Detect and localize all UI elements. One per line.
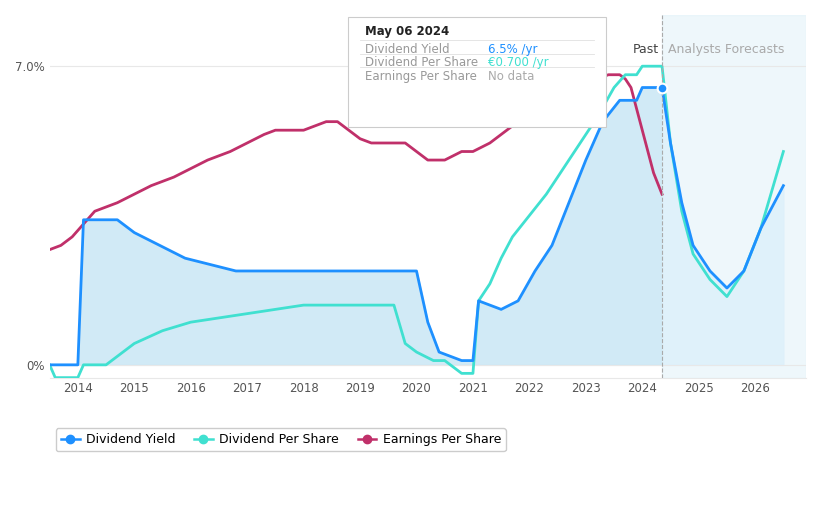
Text: May 06 2024: May 06 2024 <box>365 25 449 38</box>
Text: Earnings Per Share: Earnings Per Share <box>365 70 477 83</box>
Text: 6.5% /yr: 6.5% /yr <box>488 43 538 56</box>
FancyBboxPatch shape <box>348 17 606 128</box>
Text: Dividend Yield: Dividend Yield <box>365 43 450 56</box>
Text: Dividend Per Share: Dividend Per Share <box>365 56 478 70</box>
Bar <box>662 15 806 377</box>
Text: €0.700 /yr: €0.700 /yr <box>488 56 549 70</box>
Text: Past: Past <box>633 43 659 55</box>
Legend: Dividend Yield, Dividend Per Share, Earnings Per Share: Dividend Yield, Dividend Per Share, Earn… <box>56 428 506 451</box>
Text: Analysts Forecasts: Analysts Forecasts <box>667 43 784 55</box>
Text: No data: No data <box>488 70 534 83</box>
